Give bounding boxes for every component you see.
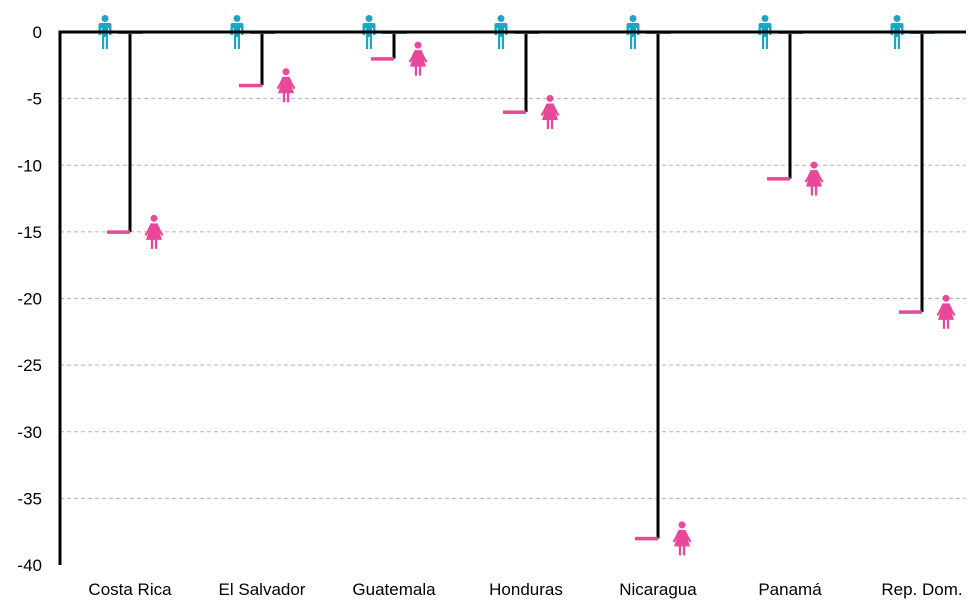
- female-value-marker: [371, 57, 394, 61]
- markers-layer: [107, 30, 935, 541]
- y-tick-label: 0: [33, 23, 42, 42]
- x-tick-label: Costa Rica: [88, 580, 172, 599]
- grid-layer: [60, 98, 966, 499]
- y-tick-label: -25: [17, 356, 42, 375]
- female-value-marker: [239, 83, 262, 88]
- axes-layer: [58, 30, 966, 565]
- y-tick-label: -5: [27, 90, 42, 109]
- y-tick-label: -15: [17, 223, 42, 242]
- y-tick-label: -30: [17, 423, 42, 442]
- x-tick-label: El Salvador: [219, 580, 306, 599]
- female-figure-icon: [144, 214, 164, 249]
- female-figure-icon: [408, 41, 428, 76]
- female-figure-icon: [672, 521, 692, 556]
- female-value-marker: [767, 177, 790, 181]
- x-tick-label: Honduras: [489, 580, 563, 599]
- female-figure-icon: [804, 161, 824, 196]
- x-tick-label: Panamá: [758, 580, 822, 599]
- female-value-marker: [107, 230, 130, 234]
- female-figure-icon: [276, 68, 296, 103]
- male-figure-icon: [362, 15, 376, 49]
- stems-layer: [128, 32, 924, 539]
- male-figure-icon: [230, 15, 244, 49]
- y-tick-label: -10: [17, 156, 42, 175]
- female-figure-icon: [936, 294, 956, 329]
- x-tick-label: Rep. Dom.: [881, 580, 962, 599]
- male-figure-icon: [626, 15, 640, 49]
- male-figure-icon: [758, 15, 772, 49]
- x-axis-ticks: Costa Rica El Salvador Guatemala Honduras Ni…: [88, 580, 962, 599]
- male-figure-icon: [890, 15, 904, 49]
- x-tick-label: Nicaragua: [619, 580, 697, 599]
- y-tick-label: -20: [17, 290, 42, 309]
- female-figure-icon: [540, 94, 560, 129]
- female-value-marker: [635, 536, 658, 541]
- male-figure-icon: [98, 15, 112, 49]
- female-value-marker: [899, 310, 922, 314]
- y-axis-ticks: 0 -5 -10 -15 -20 -25 -30 -35 -40: [17, 23, 42, 575]
- y-tick-label: -40: [17, 556, 42, 575]
- x-tick-label: Guatemala: [352, 580, 436, 599]
- icons-layer: [98, 15, 956, 556]
- y-tick-label: -35: [17, 489, 42, 508]
- female-value-marker: [503, 110, 526, 114]
- male-figure-icon: [494, 15, 508, 49]
